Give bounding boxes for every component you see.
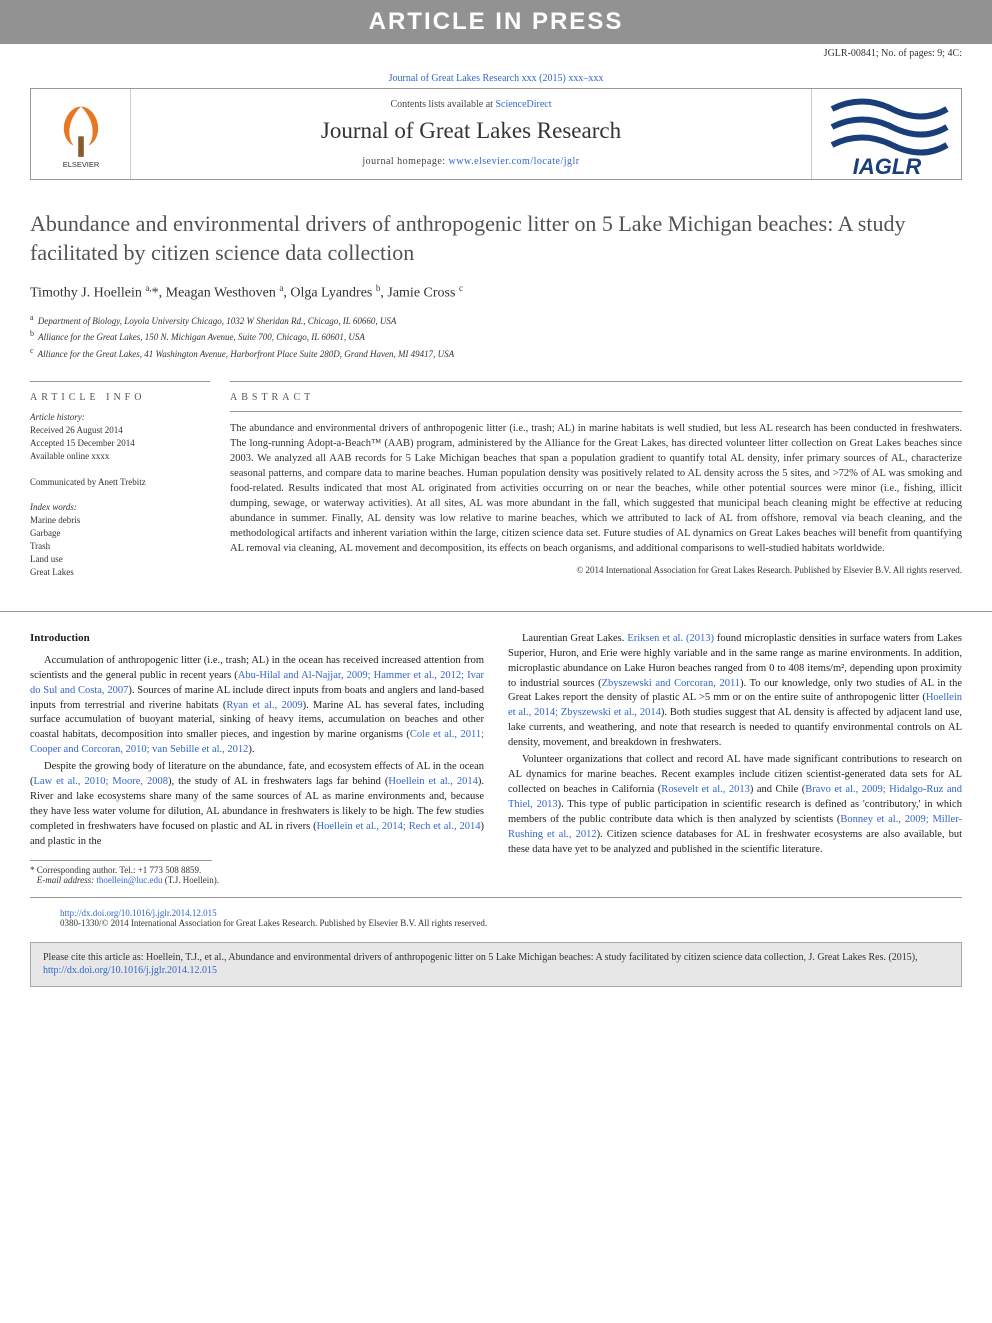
index-word: Great Lakes bbox=[30, 566, 210, 579]
journal-ref-link[interactable]: Journal of Great Lakes Research xxx (201… bbox=[389, 73, 604, 84]
iaglr-logo-icon: IAGLR bbox=[822, 89, 952, 179]
contents-line: Contents lists available at ScienceDirec… bbox=[151, 99, 791, 110]
article-info-heading: ARTICLE INFO bbox=[30, 381, 210, 403]
corr-email-label: E-mail address: bbox=[37, 875, 94, 885]
doi-link[interactable]: http://dx.doi.org/10.1016/j.jglr.2014.12… bbox=[60, 908, 217, 918]
article-history: Article history: Received 26 August 2014… bbox=[30, 411, 210, 463]
body-paragraph: Laurentian Great Lakes. Eriksen et al. (… bbox=[508, 632, 962, 751]
contents-intro: Contents lists available at bbox=[390, 99, 495, 110]
body-paragraph: Volunteer organizations that collect and… bbox=[508, 753, 962, 857]
index-words-label: Index words: bbox=[30, 501, 210, 514]
abstract-copyright: © 2014 International Association for Gre… bbox=[230, 565, 962, 575]
journal-name: Journal of Great Lakes Research bbox=[151, 118, 791, 144]
cite-link[interactable]: http://dx.doi.org/10.1016/j.jglr.2014.12… bbox=[43, 965, 217, 976]
corr-email-link[interactable]: thoellein@luc.edu bbox=[96, 875, 162, 885]
iaglr-label: IAGLR bbox=[852, 154, 921, 179]
journal-reference-line: Journal of Great Lakes Research xxx (201… bbox=[30, 73, 962, 84]
body-column-right: Laurentian Great Lakes. Eriksen et al. (… bbox=[508, 632, 962, 885]
history-line: Accepted 15 December 2014 bbox=[30, 437, 210, 450]
affiliation-line: b Alliance for the Great Lakes, 150 N. M… bbox=[30, 328, 962, 345]
index-words-block: Index words: Marine debrisGarbageTrashLa… bbox=[30, 501, 210, 579]
affiliation-line: a Department of Biology, Loyola Universi… bbox=[30, 312, 962, 329]
elsevier-label: ELSEVIER bbox=[62, 160, 99, 169]
body-paragraph: Accumulation of anthropogenic litter (i.… bbox=[30, 654, 484, 758]
publisher-logo-cell: ELSEVIER bbox=[31, 89, 131, 179]
homepage-line: journal homepage: www.elsevier.com/locat… bbox=[151, 156, 791, 167]
doi-copyright: 0380-1330/© 2014 International Associati… bbox=[60, 918, 487, 928]
body-column-left: Introduction Accumulation of anthropogen… bbox=[30, 632, 484, 885]
doi-block: http://dx.doi.org/10.1016/j.jglr.2014.12… bbox=[30, 897, 962, 934]
history-line: Available online xxxx bbox=[30, 450, 210, 463]
corresponding-author: * Corresponding author. Tel.: +1 773 508… bbox=[30, 861, 484, 885]
corr-text: Corresponding author. Tel.: +1 773 508 8… bbox=[37, 865, 202, 875]
citation-box: Please cite this article as: Hoellein, T… bbox=[30, 942, 962, 987]
sciencedirect-link[interactable]: ScienceDirect bbox=[495, 99, 551, 110]
homepage-intro: journal homepage: bbox=[362, 156, 448, 167]
page-reference: JGLR-00841; No. of pages: 9; 4C: bbox=[0, 44, 992, 63]
masthead-center: Contents lists available at ScienceDirec… bbox=[131, 89, 811, 179]
index-word: Marine debris bbox=[30, 514, 210, 527]
corr-email-suffix: (T.J. Hoellein). bbox=[165, 875, 219, 885]
body-paragraph: Despite the growing body of literature o… bbox=[30, 760, 484, 849]
authors-line: Timothy J. Hoellein a,*, Meagan Westhove… bbox=[30, 283, 962, 302]
cite-text: Please cite this article as: Hoellein, T… bbox=[43, 952, 918, 963]
affiliations: a Department of Biology, Loyola Universi… bbox=[30, 312, 962, 362]
history-line: Received 26 August 2014 bbox=[30, 424, 210, 437]
index-word: Garbage bbox=[30, 527, 210, 540]
elsevier-logo-icon: ELSEVIER bbox=[51, 99, 111, 169]
corr-star: * bbox=[30, 865, 35, 875]
masthead: ELSEVIER Contents lists available at Sci… bbox=[30, 88, 962, 180]
abstract-text: The abundance and environmental drivers … bbox=[230, 411, 962, 556]
affiliation-line: c Alliance for the Great Lakes, 41 Washi… bbox=[30, 345, 962, 362]
abstract-heading: ABSTRACT bbox=[230, 381, 962, 403]
in-press-banner: ARTICLE IN PRESS bbox=[0, 0, 992, 44]
index-word: Land use bbox=[30, 553, 210, 566]
index-word: Trash bbox=[30, 540, 210, 553]
society-logo-cell: IAGLR bbox=[811, 89, 961, 179]
history-label: Article history: bbox=[30, 411, 210, 424]
article-title: Abundance and environmental drivers of a… bbox=[30, 210, 962, 267]
homepage-link[interactable]: www.elsevier.com/locate/jglr bbox=[449, 156, 580, 167]
introduction-heading: Introduction bbox=[30, 632, 484, 644]
communicated-by: Communicated by Anett Trebitz bbox=[30, 476, 210, 489]
